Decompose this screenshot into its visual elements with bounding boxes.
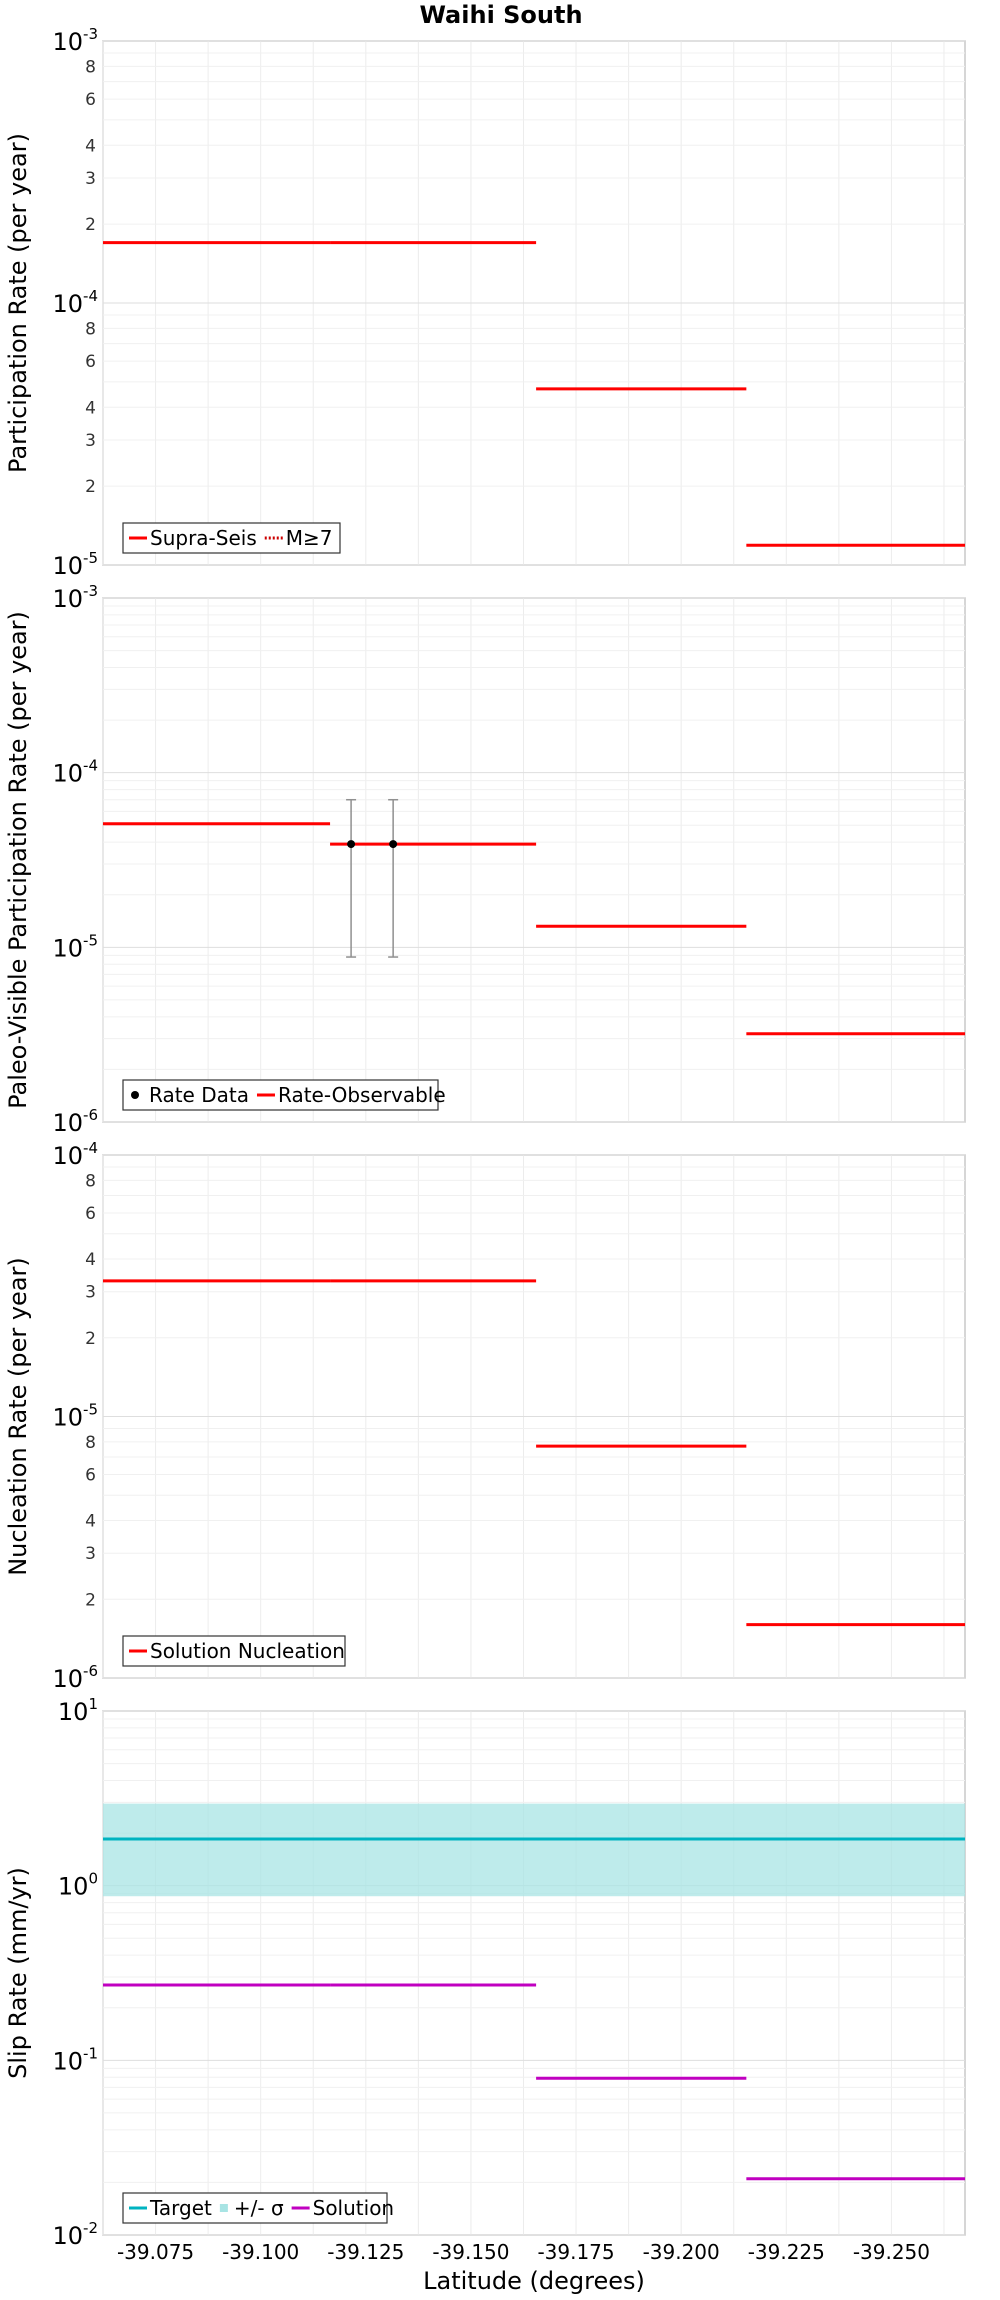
y-tick-label: 10-4 <box>52 757 98 788</box>
legend-label: Supra-Seis <box>150 526 257 550</box>
legend-label: M≥7 <box>286 526 333 550</box>
y-tick-label: 10-5 <box>52 1401 98 1432</box>
y-minor-tick-label: 2 <box>85 1329 96 1349</box>
y-minor-tick-label: 3 <box>85 1283 96 1303</box>
y-minor-tick-label: 3 <box>85 169 96 189</box>
legend: Solution Nucleation <box>122 1635 346 1667</box>
y-minor-tick-label: 6 <box>85 1204 96 1224</box>
plot-area <box>102 597 966 1123</box>
y-tick-label: 10-5 <box>52 549 98 580</box>
y-tick-label: 10-3 <box>52 25 98 56</box>
legend-label: Solution Nucleation <box>150 1639 345 1663</box>
y-tick-label: 10-6 <box>52 1662 98 1693</box>
legend-label: +/- σ <box>234 2196 284 2220</box>
y-minor-tick-label: 8 <box>85 319 96 339</box>
y-minor-tick-label: 6 <box>85 1466 96 1486</box>
y-minor-tick-label: 3 <box>85 431 96 451</box>
legend-label: Target <box>149 2196 212 2220</box>
x-tick-label: -39.150 <box>432 2240 509 2264</box>
y-tick-label: 10-4 <box>52 1139 98 1170</box>
y-minor-tick-label: 6 <box>85 90 96 110</box>
y-tick-label: 10-2 <box>52 2219 98 2250</box>
y-tick-label: 10-4 <box>52 287 98 318</box>
legend-marker <box>131 1091 139 1099</box>
y-tick-label: 10-3 <box>52 582 98 613</box>
y-axis-label: Paleo-Visible Participation Rate (per ye… <box>4 611 32 1109</box>
y-minor-tick-label: 3 <box>85 1544 96 1564</box>
y-minor-tick-label: 4 <box>85 1250 96 1270</box>
y-axis-label: Slip Rate (mm/yr) <box>4 1867 32 2079</box>
y-tick-label: 100 <box>58 1870 98 1901</box>
y-minor-tick-label: 4 <box>85 398 96 418</box>
y-tick-label: 10-1 <box>52 2044 98 2075</box>
legend-box <box>122 1079 439 1111</box>
legend: Rate Data Rate-Observable <box>122 1079 446 1111</box>
legend: Target +/- σ Solution <box>122 2192 394 2224</box>
y-tick-label: 10-6 <box>52 1106 98 1137</box>
legend: Supra-Seis M≥7 <box>122 522 341 554</box>
panel-slip: 10-2 10-1 100 101 Target +/- σ Solution Slip Ra… <box>4 1695 966 2250</box>
x-tick-label: -39.225 <box>748 2240 825 2264</box>
y-minor-tick-label: 8 <box>85 57 96 77</box>
x-tick-label: -39.175 <box>537 2240 614 2264</box>
legend-box <box>122 522 341 554</box>
y-minor-tick-label: 2 <box>85 477 96 497</box>
data-point <box>389 840 398 849</box>
x-tick-label: -39.200 <box>643 2240 720 2264</box>
legend-marker <box>219 2204 228 2212</box>
y-axis-label: Nucleation Rate (per year) <box>4 1257 32 1576</box>
x-tick-label: -39.125 <box>327 2240 404 2264</box>
plot-area <box>102 1710 966 2236</box>
y-minor-tick-label: 6 <box>85 352 96 372</box>
legend-label: Solution <box>313 2196 394 2220</box>
y-minor-tick-label: 4 <box>85 1512 96 1532</box>
sigma-band <box>103 1803 965 1897</box>
x-tick-label: -39.250 <box>853 2240 930 2264</box>
x-tick-label: -39.100 <box>222 2240 299 2264</box>
y-minor-tick-label: 4 <box>85 136 96 156</box>
legend-label: Rate-Observable <box>278 1083 446 1107</box>
y-tick-label: 10-5 <box>52 931 98 962</box>
y-minor-tick-label: 8 <box>85 1433 96 1453</box>
y-minor-tick-label: 2 <box>85 215 96 235</box>
data-point <box>347 840 356 849</box>
chart-title: Waihi South <box>419 1 582 29</box>
x-tick-label: -39.075 <box>117 2240 194 2264</box>
legend-box <box>122 1635 346 1667</box>
y-minor-tick-label: 8 <box>85 1171 96 1191</box>
legend-label: Rate Data <box>149 1083 249 1107</box>
y-tick-label: 101 <box>58 1695 98 1726</box>
y-axis-label: Participation Rate (per year) <box>4 133 32 473</box>
x-axis-label: Latitude (degrees) <box>423 2267 645 2295</box>
y-minor-tick-label: 2 <box>85 1590 96 1610</box>
panel-paleo: 10-6 10-5 10-4 10-3 Rate Data Rate-Observable… <box>4 582 966 1137</box>
legend-box <box>122 2192 388 2224</box>
